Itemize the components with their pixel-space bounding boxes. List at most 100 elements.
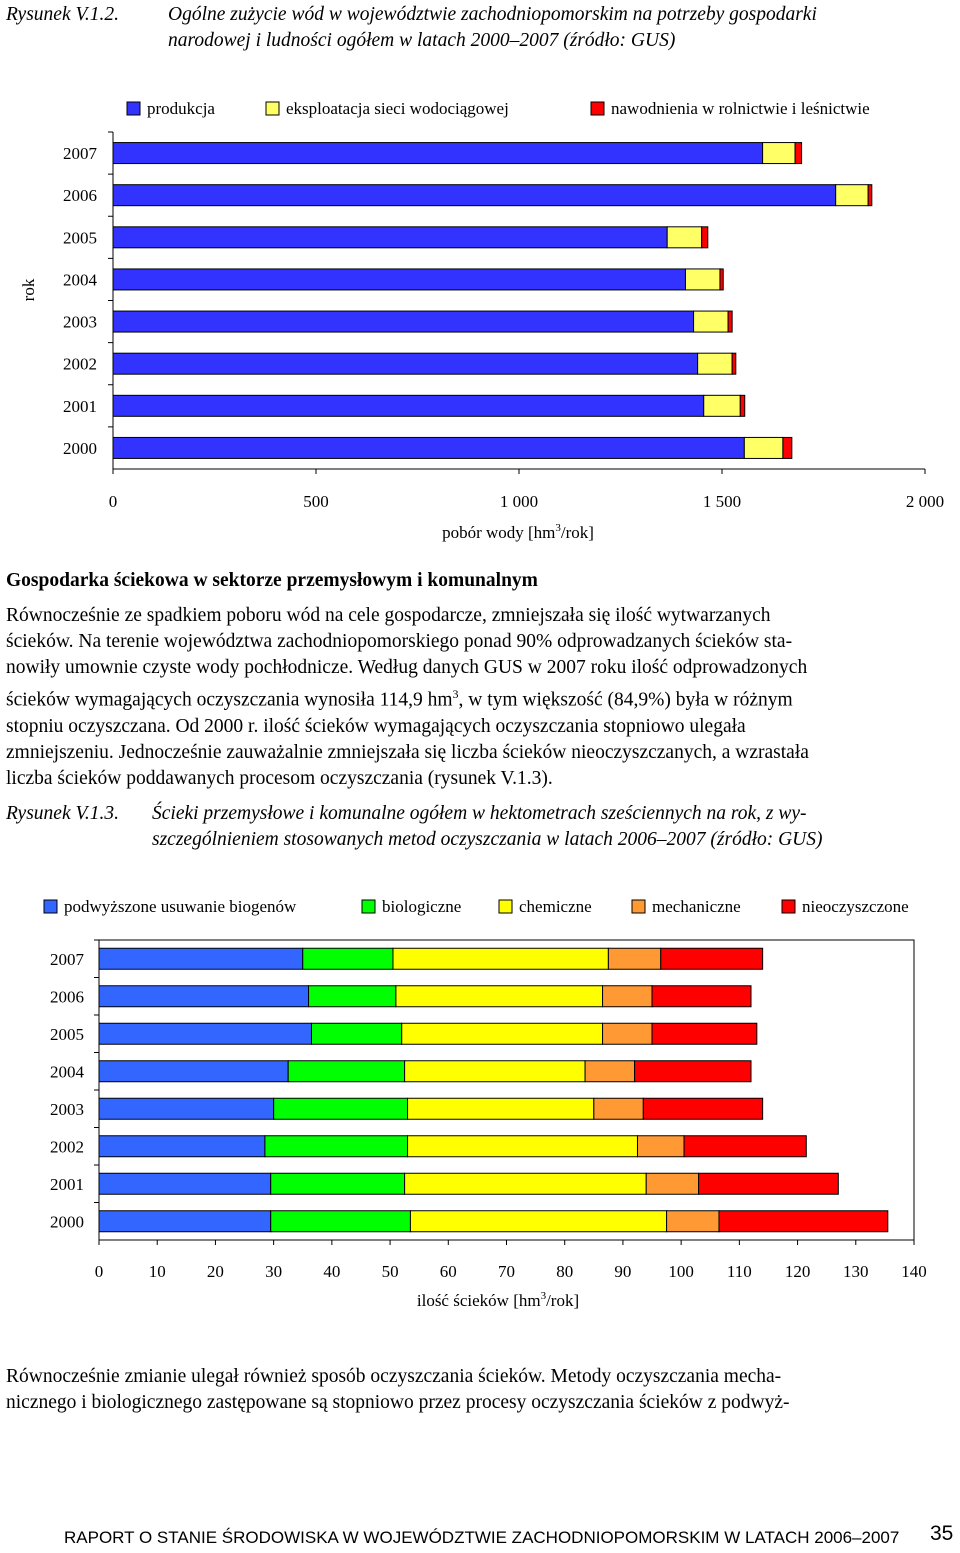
paragraph-1-line: zmniejszeniu. Jednocześnie zauważalnie z… [6,741,809,763]
figure2-caption-line2: szczególnieniem stosowanych metod oczysz… [152,829,823,850]
category-label: 2000 [50,1212,84,1231]
legend-label: chemiczne [519,897,592,916]
legend-swatch [781,899,796,914]
page-number: 35 [930,1522,954,1545]
bar-segment [310,1022,403,1045]
bar-segment [645,1172,700,1195]
figure2-caption-line1: Ścieki przemysłowe i komunalne ogółem w … [152,803,807,824]
paragraph-2-line: Równocześnie zmianie ulegał również spos… [6,1366,782,1387]
figure1-caption-line1: Ogólne zużycie wód w województwie zachod… [168,4,817,25]
bar-segment [684,268,721,291]
wastewater-chart: podwyższone usuwanie biogenów biologiczne… [43,897,927,1310]
bar-segment [392,947,609,970]
legend-label: podwyższone usuwanie biogenów [64,897,297,916]
bar-segment [835,184,869,207]
bar-segment [666,226,703,249]
report-footer: RAPORT O STANIE ŚRODOWISKA W WOJEWÓDZTWI… [64,1528,900,1547]
bar-segment [660,947,764,970]
bar-segment [607,947,662,970]
bar-segment [270,1172,406,1195]
bar-segment [651,1022,758,1045]
legend-swatch [631,899,646,914]
x-tick-label: 50 [382,1262,399,1281]
paragraph-2: Równocześnie zmianie ulegał również spos… [6,1364,954,1416]
bar-segment [112,142,764,165]
bar-segment [407,1135,638,1158]
x-tick-label: 130 [843,1262,869,1281]
bar-segment [701,226,709,249]
superscript: 3 [452,687,459,701]
category-label: 2003 [63,313,97,332]
plot-area [98,939,915,1241]
x-axis-label: pobór wody [hm3/rok] [442,522,594,542]
x-tick-label: 100 [668,1262,694,1281]
bar-segment [98,1172,272,1195]
bar-segment [719,268,724,291]
x-tick-label: 80 [556,1262,573,1281]
legend-label: nieoczyszczone [802,897,909,916]
bar-segment [762,142,796,165]
bar-segment [98,1022,312,1045]
bar-segment [395,985,604,1008]
y-axis-label: rok [19,278,38,301]
bar-segment [112,268,686,291]
legend-swatch [126,101,141,116]
category-label: 2004 [50,1062,85,1081]
figure2-caption-text: Ścieki przemysłowe i komunalne ogółem w … [152,801,823,853]
category-label: 2005 [63,228,97,247]
bar-segment [718,1210,889,1233]
text-fragment: ścieków wymagających oczyszczania wynosi… [6,689,453,711]
bar-segment [683,1135,807,1158]
figure2-label: Rysunek V.1.3. [6,803,120,824]
x-tick-label: 110 [727,1262,752,1281]
x-tick-label: 70 [498,1262,515,1281]
paragraph-1: Równocześnie ze spadkiem poboru wód na c… [6,603,954,792]
bar-segment [270,1210,411,1233]
x-tick-label: 120 [785,1262,811,1281]
legend-label: mechaniczne [652,897,741,916]
x-axis-label: ilość ścieków [hm3/rok] [417,1290,579,1310]
figure1-label: Rysunek V.1.2. [6,4,120,25]
x-tick-label: 20 [207,1262,224,1281]
x-tick-label: 2 000 [906,492,944,511]
bar-segment [642,1097,764,1120]
x-tick-label: 500 [303,492,329,511]
category-label: 2002 [63,355,97,374]
bar-segment [273,1097,409,1120]
category-label: 2007 [50,950,85,969]
bar-segment [731,352,737,375]
x-tick-label: 0 [95,1262,104,1281]
bar-segment [302,947,394,970]
bar-segment [634,1060,752,1083]
paragraph-1-line: ścieków. Na terenie województwa zachodni… [6,631,793,652]
legend-swatch [590,101,605,116]
bar-segment [98,947,304,970]
bar-segment [867,184,873,207]
x-tick-label: 10 [149,1262,166,1281]
x-tick-label: 30 [265,1262,282,1281]
category-label: 2007 [63,144,98,163]
category-label: 2006 [63,186,97,205]
figure2-caption: Rysunek V.1.3. [6,801,119,827]
paragraph-1-line: nowiły umownie czyste wody pochłodnicze.… [6,657,808,678]
category-label: 2001 [63,397,97,416]
section-heading: Gospodarka ściekowa w sektorze przemysło… [6,570,538,591]
bar-segment [98,985,310,1008]
bar-segment [794,142,803,165]
x-tick-label: 1 000 [500,492,538,511]
bar-segment [782,436,793,459]
legend-label: produkcja [147,99,215,118]
bar-segment [98,1060,289,1083]
bar-segment [112,394,705,417]
bar-segment [636,1135,685,1158]
paragraph-1-line: ścieków wymagających oczyszczania wynosi… [6,681,954,714]
legend-swatch [361,899,376,914]
bar-segment [401,1022,604,1045]
paragraph-1-line: liczba ścieków poddawanych procesom oczy… [6,767,553,789]
bar-segment [743,436,784,459]
bar-segment [404,1172,647,1195]
bar-segment [666,1210,720,1233]
bar-segment [703,394,741,417]
legend-swatch [265,101,280,116]
bar-segment [693,310,729,333]
